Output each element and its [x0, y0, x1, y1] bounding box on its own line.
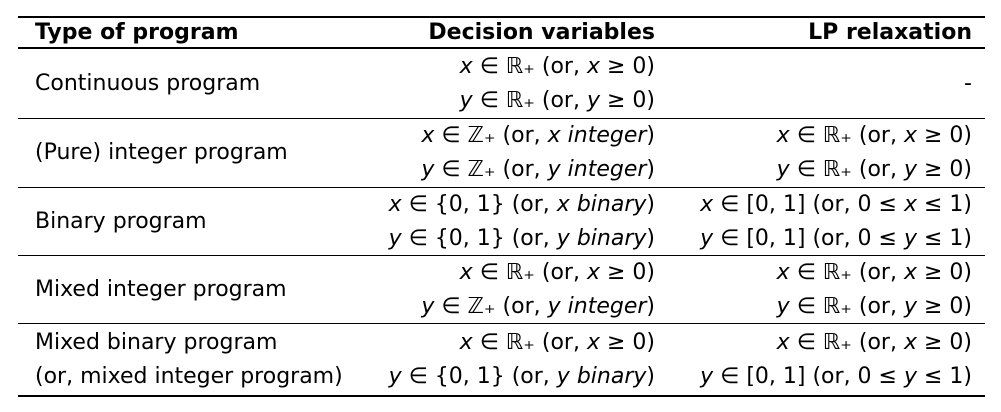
relaxation-cell: x ∈ [0, 1] (or, 0 ≤ x ≤ 1) y ∈ [0, 1] (or…	[700, 188, 972, 255]
header-cell: LP relaxation	[808, 17, 972, 48]
row-rule	[18, 323, 985, 324]
decision-text: y ∈ ℤ₊ (or, y integer)	[421, 157, 655, 182]
header-text: Type of program	[35, 20, 239, 45]
type-cell: Mixed binary program (or, mixed integer p…	[35, 324, 343, 395]
relaxation-text: y ∈ [0, 1] (or, 0 ≤ y ≤ 1)	[700, 363, 972, 389]
type-cell: Continuous program	[35, 50, 260, 118]
relaxation-cell: -	[964, 50, 972, 118]
decision-cell: x ∈ ℤ₊ (or, x integer) y ∈ ℤ₊ (or, y inte…	[421, 119, 655, 187]
relaxation-text: x ∈ ℝ₊ (or, x ≥ 0)	[776, 123, 972, 148]
type-cell: (Pure) integer program	[35, 119, 288, 187]
header-rule	[18, 47, 985, 49]
type-text: Continuous program	[35, 71, 261, 96]
type-text: (or, mixed integer program)	[35, 363, 343, 389]
decision-text: x ∈ {0, 1} (or, x binary)	[388, 191, 655, 217]
relaxation-text: y ∈ ℝ₊ (or, y ≥ 0)	[776, 157, 972, 182]
relaxation-text: x ∈ ℝ₊ (or, x ≥ 0)	[776, 329, 972, 355]
decision-cell: x ∈ ℝ₊ (or, x ≥ 0) y ∈ ℝ₊ (or, y ≥ 0)	[460, 50, 655, 118]
relaxation-text: -	[964, 71, 972, 96]
bottom-rule	[18, 395, 985, 397]
header-text: Decision variables	[428, 20, 655, 45]
relaxation-cell: x ∈ ℝ₊ (or, x ≥ 0) y ∈ ℝ₊ (or, y ≥ 0)	[777, 256, 972, 323]
type-cell: Mixed integer program	[35, 256, 287, 323]
type-text: Binary program	[35, 208, 207, 234]
decision-text: x ∈ ℝ₊ (or, x ≥ 0)	[459, 259, 655, 285]
relaxation-text: y ∈ [0, 1] (or, 0 ≤ y ≤ 1)	[700, 225, 972, 251]
relaxation-cell: x ∈ ℝ₊ (or, x ≥ 0) y ∈ [0, 1] (or, 0 ≤ y …	[700, 324, 972, 395]
decision-text: y ∈ ℤ₊ (or, y integer)	[421, 293, 655, 319]
header-cell: Decision variables	[428, 17, 655, 48]
decision-text: y ∈ ℝ₊ (or, y ≥ 0)	[459, 88, 655, 113]
decision-text: y ∈ {0, 1} (or, y binary)	[388, 363, 655, 389]
relaxation-cell: x ∈ ℝ₊ (or, x ≥ 0) y ∈ ℝ₊ (or, y ≥ 0)	[777, 119, 972, 187]
row-rule	[18, 118, 985, 119]
decision-text: x ∈ ℝ₊ (or, x ≥ 0)	[459, 329, 655, 355]
header-cell: Type of program	[35, 17, 239, 48]
header-text: LP relaxation	[808, 20, 972, 45]
decision-cell: x ∈ ℝ₊ (or, x ≥ 0) y ∈ {0, 1} (or, y bina…	[389, 324, 655, 395]
decision-text: y ∈ {0, 1} (or, y binary)	[388, 225, 655, 251]
relaxation-text: y ∈ ℝ₊ (or, y ≥ 0)	[776, 293, 972, 319]
type-cell: Binary program	[35, 188, 207, 255]
row-rule	[18, 187, 985, 188]
relaxation-text: x ∈ ℝ₊ (or, x ≥ 0)	[776, 259, 972, 285]
type-text: Mixed binary program	[35, 329, 278, 355]
top-rule	[18, 16, 985, 18]
decision-text: x ∈ ℝ₊ (or, x ≥ 0)	[459, 54, 655, 79]
decision-cell: x ∈ {0, 1} (or, x binary) y ∈ {0, 1} (or,…	[389, 188, 655, 255]
decision-cell: x ∈ ℝ₊ (or, x ≥ 0) y ∈ ℤ₊ (or, y integer)	[421, 256, 655, 323]
decision-text: x ∈ ℤ₊ (or, x integer)	[421, 123, 655, 148]
row-rule	[18, 255, 985, 256]
type-text: (Pure) integer program	[35, 140, 288, 165]
type-text: Mixed integer program	[35, 276, 287, 302]
relaxation-text: x ∈ [0, 1] (or, 0 ≤ x ≤ 1)	[700, 191, 972, 217]
